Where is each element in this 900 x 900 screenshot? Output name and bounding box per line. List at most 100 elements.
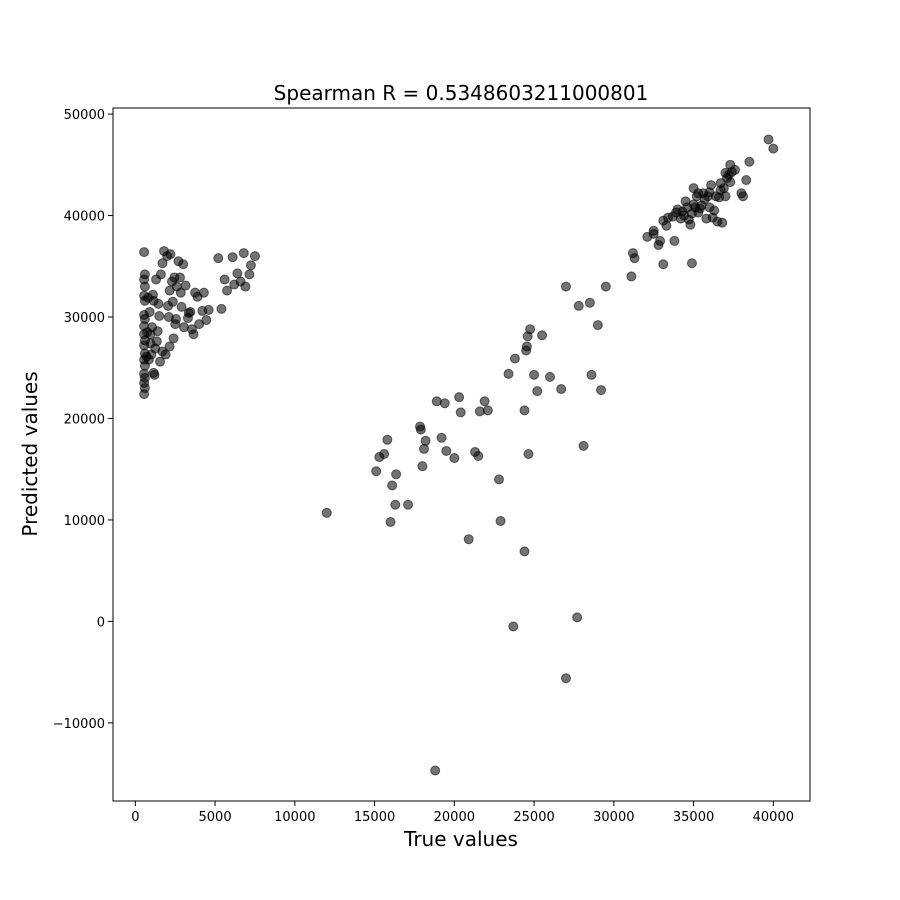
data-point [165,249,176,260]
data-point [216,303,227,314]
x-tick-label: 40000 [753,810,794,825]
x-tick-label: 20000 [434,810,475,825]
data-point [157,258,168,269]
data-point [763,134,774,145]
data-point [149,369,160,380]
data-point [655,235,666,246]
data-point [244,269,255,280]
data-point [521,341,532,352]
data-point [171,314,182,325]
data-point [473,451,484,462]
data-point [508,621,519,632]
data-point [222,285,233,296]
data-point [519,546,530,557]
data-point [439,398,450,409]
data-point [167,296,178,307]
data-point [584,297,595,308]
data-point [245,260,256,271]
data-point [183,307,194,318]
x-tick-label: 35000 [673,810,714,825]
data-point [385,516,396,527]
data-point [417,461,428,472]
data-point [169,272,180,283]
data-point [717,217,728,228]
data-point [227,252,238,263]
data-point [741,175,752,186]
data-point [139,389,150,400]
data-point [523,448,534,459]
x-tick-label: 10000 [274,810,315,825]
data-point [249,251,260,262]
data-point [560,281,571,292]
data-point [391,469,402,480]
data-point [648,228,659,239]
data-point [148,295,159,306]
x-tick-label: 30000 [593,810,634,825]
data-point [145,329,156,340]
x-tick-label: 0 [131,810,139,825]
data-point [556,384,567,395]
data-point [596,385,607,396]
data-point [509,353,520,364]
y-tick-label: −10000 [53,717,105,732]
chart-title: Spearman R = 0.5348603211000801 [274,81,649,105]
data-point [420,435,431,446]
data-point [144,306,155,317]
x-tick-label: 25000 [513,810,554,825]
data-point [658,259,669,270]
data-point [626,271,637,282]
y-tick-label: 0 [97,615,105,630]
data-point [143,354,154,365]
data-point [455,407,466,418]
y-tick-label: 10000 [64,514,105,529]
data-point [586,369,597,380]
data-point [371,466,382,477]
data-point [573,300,584,311]
data-point [436,432,447,443]
y-tick-label: 50000 [64,108,105,123]
data-point [678,210,689,221]
data-point [744,156,755,167]
data-point [704,187,715,198]
x-axis: 0 5000 10000 15000 20000 25000 30000 35000 40000 [131,801,794,825]
data-point [176,301,187,312]
data-point [164,285,175,296]
data-point [157,346,168,357]
data-point [201,315,212,326]
plot-frame [112,107,811,802]
x-tick-label: 5000 [199,810,232,825]
data-point [449,453,460,464]
data-point [730,164,741,175]
data-point [430,765,441,776]
data-point [661,220,672,231]
data-point [155,356,166,367]
data-point [415,424,426,435]
data-point [479,396,490,407]
data-point [693,207,704,218]
data-point [403,499,414,510]
data-point [168,333,179,344]
data-point [390,499,401,510]
data-point [503,368,514,379]
data-point [768,143,779,154]
data-point [572,612,583,623]
data-point [686,258,697,269]
data-point [139,247,150,258]
data-point [180,280,191,291]
x-axis-label: True values [403,827,518,851]
data-point [154,311,165,322]
data-point [519,405,530,416]
data-point [463,534,474,545]
data-point [188,329,199,340]
data-point [175,287,186,298]
data-point [537,330,548,341]
x-tick-label: 15000 [354,810,395,825]
data-point [532,386,543,397]
data-point [164,341,175,352]
data-point [495,515,506,526]
data-point [240,281,251,292]
data-point [155,269,166,280]
data-point [387,480,398,491]
points-layer [139,134,779,776]
